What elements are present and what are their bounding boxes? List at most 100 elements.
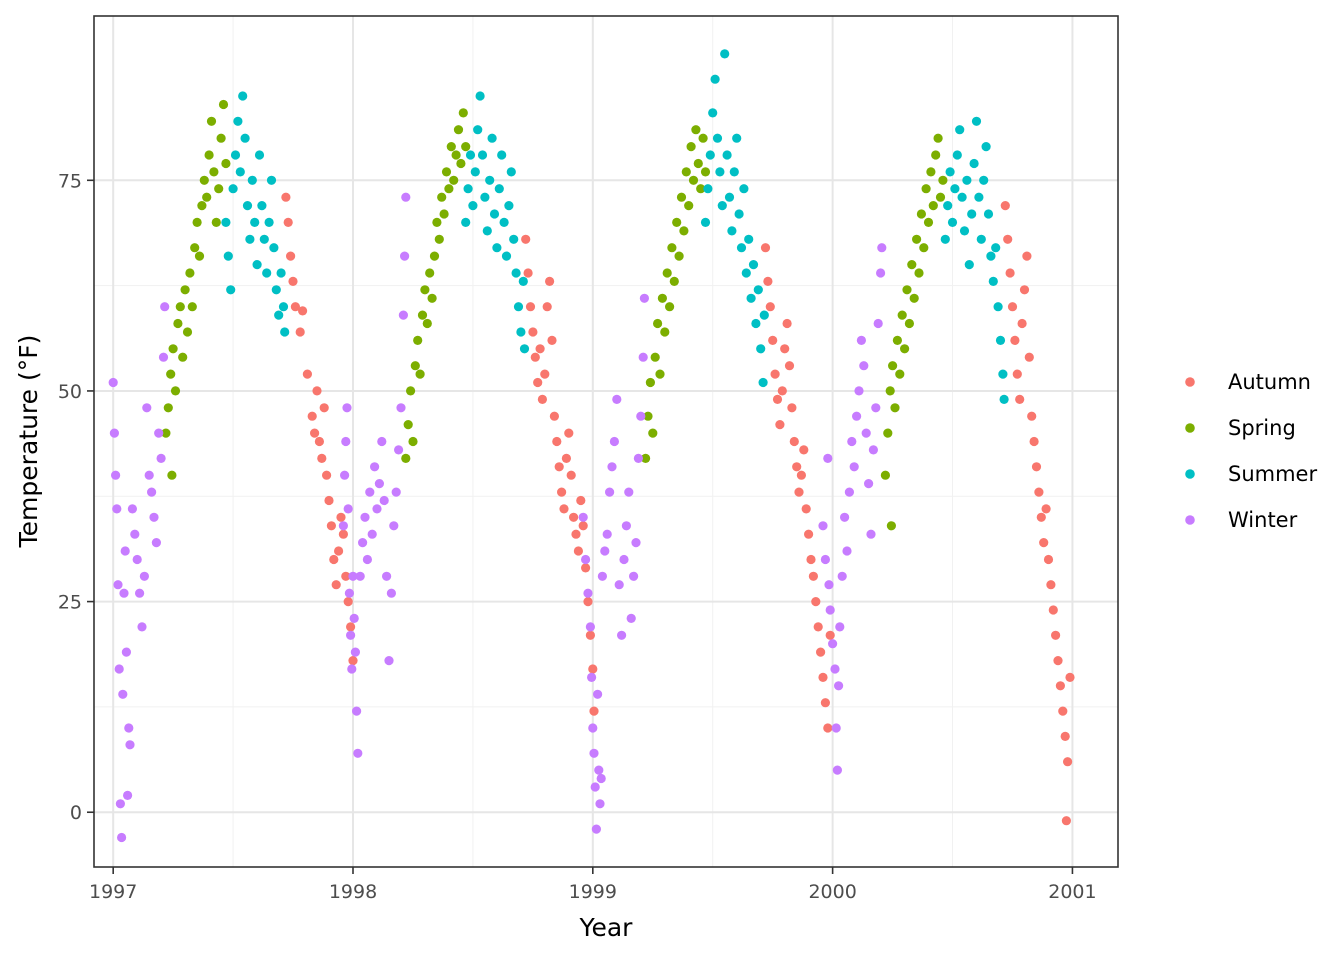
- point-spring: [449, 175, 459, 185]
- point-spring: [175, 302, 185, 312]
- point-summer: [998, 369, 1008, 379]
- point-spring: [938, 175, 948, 185]
- point-spring: [667, 243, 677, 253]
- point-autumn: [585, 630, 596, 640]
- point-summer: [736, 243, 747, 253]
- point-summer: [230, 150, 241, 160]
- point-winter: [864, 479, 874, 489]
- point-spring: [696, 184, 706, 194]
- point-spring: [914, 268, 924, 278]
- point-summer: [238, 91, 248, 101]
- point-winter: [844, 487, 855, 497]
- point-autumn: [576, 495, 586, 506]
- point-winter: [360, 512, 370, 522]
- point-summer: [720, 49, 730, 59]
- point-summer: [477, 150, 488, 160]
- point-spring: [928, 201, 938, 211]
- point-spring: [206, 116, 217, 126]
- point-winter: [585, 622, 596, 632]
- point-autumn: [571, 529, 581, 539]
- point-winter: [338, 521, 348, 531]
- point-winter: [117, 832, 127, 843]
- point-autumn: [298, 306, 308, 316]
- point-autumn: [818, 672, 828, 683]
- point-autumn: [784, 361, 795, 371]
- point-winter: [629, 571, 639, 581]
- point-winter: [868, 445, 879, 455]
- point-summer: [947, 217, 958, 227]
- point-autumn: [780, 344, 790, 354]
- point-spring: [211, 217, 221, 227]
- point-autumn: [346, 622, 356, 632]
- point-spring: [919, 243, 929, 253]
- point-spring: [403, 420, 413, 430]
- point-autumn: [566, 470, 576, 480]
- point-spring: [185, 268, 195, 278]
- point-winter: [595, 799, 605, 809]
- point-winter: [109, 428, 119, 438]
- point-autumn: [768, 335, 778, 345]
- point-winter: [365, 487, 375, 497]
- point-spring: [458, 108, 468, 118]
- point-winter: [835, 622, 845, 632]
- point-winter: [589, 748, 599, 758]
- point-autumn: [523, 268, 533, 278]
- legend-key-winter: [1185, 515, 1195, 525]
- point-spring: [429, 251, 440, 261]
- point-summer: [995, 335, 1006, 345]
- point-winter: [135, 588, 145, 598]
- point-autumn: [540, 369, 550, 379]
- point-winter: [113, 580, 123, 590]
- point-autumn: [1019, 285, 1030, 295]
- point-summer: [756, 344, 766, 354]
- point-winter: [394, 445, 404, 455]
- point-summer: [501, 251, 512, 261]
- point-spring: [698, 133, 708, 143]
- point-summer: [979, 175, 989, 185]
- point-spring: [883, 428, 893, 438]
- point-summer: [470, 167, 480, 177]
- point-spring: [441, 167, 452, 177]
- grid-layer: [94, 16, 1118, 867]
- point-autumn: [549, 411, 560, 421]
- point-summer: [708, 108, 718, 118]
- point-summer: [734, 209, 744, 219]
- point-autumn: [1055, 681, 1065, 691]
- point-summer: [753, 285, 763, 295]
- point-winter: [120, 546, 130, 556]
- legend-key-autumn: [1185, 377, 1195, 387]
- point-autumn: [537, 394, 548, 404]
- point-winter: [346, 630, 356, 640]
- x-tick-label: 2001: [1048, 881, 1096, 903]
- point-summer: [981, 142, 991, 152]
- point-spring: [444, 184, 454, 194]
- point-summer: [245, 234, 255, 244]
- point-summer: [748, 260, 759, 270]
- point-spring: [895, 369, 905, 379]
- point-summer: [274, 310, 284, 320]
- legend: Autumn Spring Summer Winter: [1185, 370, 1317, 532]
- point-winter: [621, 521, 632, 531]
- point-spring: [688, 175, 699, 185]
- point-spring: [415, 369, 425, 379]
- point-winter: [119, 588, 129, 598]
- point-winter: [344, 588, 354, 598]
- point-spring: [197, 201, 207, 211]
- point-winter: [861, 428, 871, 438]
- point-summer: [509, 234, 519, 244]
- point-summer: [252, 260, 262, 270]
- point-autumn: [1005, 268, 1015, 278]
- point-spring: [900, 344, 910, 354]
- point-winter: [596, 773, 606, 784]
- point-autumn: [1048, 605, 1058, 615]
- point-autumn: [1051, 630, 1061, 640]
- point-autumn: [533, 377, 543, 388]
- point-winter: [818, 521, 828, 531]
- point-summer: [506, 167, 516, 177]
- point-spring: [902, 285, 912, 295]
- point-spring: [192, 217, 202, 227]
- point-winter: [348, 571, 358, 581]
- point-autumn: [573, 546, 584, 556]
- point-winter: [132, 554, 142, 565]
